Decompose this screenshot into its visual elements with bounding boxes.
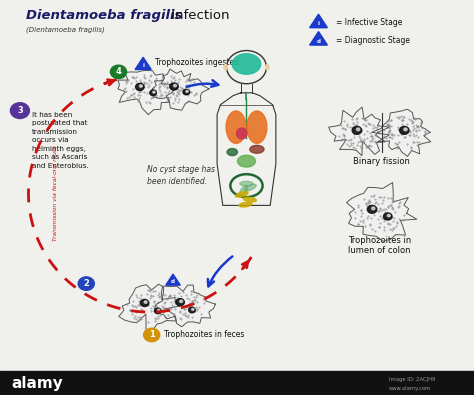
Circle shape — [155, 308, 161, 314]
Polygon shape — [346, 182, 417, 241]
Ellipse shape — [240, 181, 253, 186]
Circle shape — [170, 83, 178, 90]
Polygon shape — [152, 69, 209, 110]
Text: 4: 4 — [116, 68, 121, 76]
Text: Infection: Infection — [167, 9, 229, 22]
Polygon shape — [119, 284, 180, 331]
Text: d: d — [171, 279, 175, 284]
Text: Dientamoeba fragilis: Dientamoeba fragilis — [26, 9, 182, 22]
Ellipse shape — [227, 149, 237, 156]
Text: Trophozoites ingested: Trophozoites ingested — [155, 58, 239, 67]
Text: 1: 1 — [149, 331, 155, 339]
Circle shape — [150, 90, 156, 96]
Circle shape — [189, 307, 195, 313]
Polygon shape — [118, 70, 175, 115]
Polygon shape — [310, 14, 328, 28]
Ellipse shape — [232, 54, 261, 74]
Circle shape — [144, 301, 147, 303]
Circle shape — [180, 300, 182, 303]
Circle shape — [136, 83, 144, 90]
Ellipse shape — [250, 145, 264, 153]
Circle shape — [383, 213, 392, 220]
Polygon shape — [328, 107, 390, 156]
Polygon shape — [372, 109, 431, 156]
Circle shape — [139, 85, 142, 87]
Text: www.alamy.com: www.alamy.com — [389, 386, 431, 391]
Text: Image ID: 2ACJH9: Image ID: 2ACJH9 — [389, 378, 435, 382]
Text: (Dientamoeba fragilis): (Dientamoeba fragilis) — [26, 26, 105, 33]
Circle shape — [400, 126, 409, 134]
Ellipse shape — [245, 184, 256, 191]
Bar — [0, 371, 474, 395]
Circle shape — [173, 85, 176, 87]
Text: Trophozoites in
lumen of colon: Trophozoites in lumen of colon — [347, 236, 411, 256]
Text: No cyst stage has
been identified.: No cyst stage has been identified. — [147, 166, 215, 186]
Circle shape — [191, 308, 194, 310]
Circle shape — [352, 126, 362, 134]
Circle shape — [186, 90, 188, 92]
Circle shape — [372, 207, 375, 210]
Text: alamy: alamy — [12, 376, 64, 391]
Circle shape — [183, 89, 190, 95]
Ellipse shape — [236, 192, 248, 197]
Circle shape — [153, 91, 155, 93]
Polygon shape — [166, 274, 180, 285]
Ellipse shape — [224, 64, 228, 70]
Ellipse shape — [237, 128, 247, 139]
Polygon shape — [135, 57, 151, 70]
Text: Trophozoites in feces: Trophozoites in feces — [164, 331, 244, 339]
Circle shape — [176, 299, 184, 306]
Circle shape — [356, 128, 360, 131]
Text: It has been
postulated that
transmission
occurs via
helminth eggs,
such as Ascar: It has been postulated that transmission… — [32, 112, 89, 169]
Ellipse shape — [239, 202, 252, 207]
Circle shape — [367, 205, 377, 213]
Circle shape — [78, 277, 94, 290]
Ellipse shape — [226, 111, 246, 143]
Ellipse shape — [237, 155, 255, 167]
Circle shape — [140, 299, 149, 307]
Ellipse shape — [243, 197, 256, 202]
Circle shape — [387, 214, 390, 217]
Circle shape — [157, 309, 160, 311]
Text: i: i — [318, 21, 319, 26]
Text: d: d — [317, 39, 320, 44]
Polygon shape — [310, 32, 328, 45]
Text: Transmission via fecal-oral route: Transmission via fecal-oral route — [54, 146, 58, 241]
Circle shape — [144, 328, 160, 342]
Ellipse shape — [247, 111, 267, 143]
Circle shape — [404, 128, 407, 131]
Text: i: i — [142, 64, 144, 68]
Text: 2: 2 — [83, 279, 89, 288]
Polygon shape — [155, 285, 215, 327]
Ellipse shape — [266, 64, 269, 70]
Circle shape — [10, 103, 29, 118]
Text: 3: 3 — [17, 106, 23, 115]
Text: = Diagnostic Stage: = Diagnostic Stage — [336, 36, 410, 45]
Ellipse shape — [239, 186, 248, 195]
Text: Binary fission: Binary fission — [353, 158, 410, 166]
Text: = Infective Stage: = Infective Stage — [336, 19, 402, 27]
Circle shape — [110, 65, 127, 79]
